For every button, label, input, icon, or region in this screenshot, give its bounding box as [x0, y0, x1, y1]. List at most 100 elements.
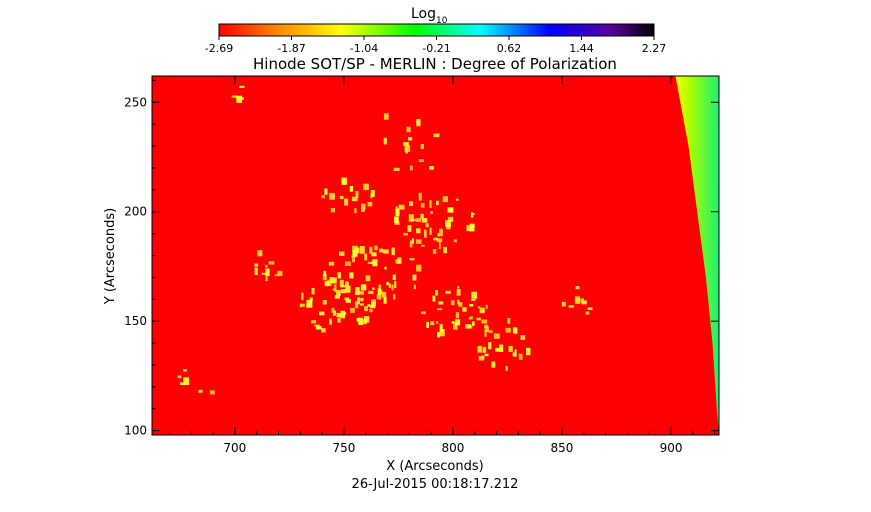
polarization-feature — [306, 299, 313, 308]
polarization-feature — [315, 326, 322, 330]
polarization-feature — [457, 286, 460, 289]
polarization-feature — [367, 261, 373, 264]
polarization-feature — [392, 274, 396, 280]
polarization-feature — [575, 286, 580, 290]
polarization-feature — [330, 208, 335, 213]
polarization-feature — [394, 280, 397, 289]
polarization-feature — [451, 321, 455, 324]
polarization-feature — [300, 303, 305, 307]
polarization-feature — [345, 285, 351, 293]
polarization-feature — [433, 237, 438, 241]
plot-area — [152, 76, 719, 435]
polarization-feature — [482, 346, 487, 353]
polarization-feature — [324, 281, 330, 287]
polarization-feature — [391, 247, 395, 256]
colorbar — [218, 23, 655, 37]
polarization-feature — [447, 207, 454, 213]
polarization-feature — [349, 272, 354, 279]
polarization-feature — [388, 283, 391, 288]
polarization-feature — [446, 223, 451, 230]
polarization-feature — [265, 264, 268, 268]
polarization-feature — [491, 361, 496, 368]
polarization-feature — [327, 279, 332, 286]
polarization-feature — [394, 221, 400, 225]
polarization-feature — [352, 249, 358, 257]
polarization-feature — [472, 213, 475, 215]
polarization-feature — [311, 320, 317, 324]
polarization-feature — [349, 186, 354, 192]
polarization-feature — [481, 355, 485, 360]
polarization-feature — [418, 159, 424, 163]
polarization-feature — [416, 228, 421, 234]
polarization-feature — [367, 201, 373, 207]
polarization-feature — [393, 294, 396, 300]
polarization-feature — [351, 196, 358, 202]
polarization-feature — [425, 223, 429, 228]
polarization-feature — [344, 198, 349, 206]
polarization-feature — [371, 252, 377, 257]
polarization-feature — [329, 192, 335, 200]
polarization-feature — [471, 291, 478, 299]
polarization-feature — [355, 287, 360, 295]
map-background — [152, 76, 719, 435]
polarization-feature — [437, 308, 443, 311]
polarization-feature — [340, 285, 346, 288]
polarization-feature — [268, 261, 275, 265]
polarization-feature — [407, 225, 412, 232]
polarization-feature — [340, 310, 346, 319]
polarization-feature — [420, 203, 425, 208]
polarization-feature — [453, 324, 458, 330]
polarization-feature — [301, 292, 304, 301]
polarization-feature — [395, 206, 398, 214]
polarization-feature — [406, 126, 411, 133]
polarization-feature — [361, 209, 365, 212]
polarization-feature — [341, 179, 346, 185]
polarization-feature — [265, 268, 270, 276]
polarization-feature — [254, 267, 258, 275]
polarization-feature — [469, 316, 473, 320]
polarization-feature — [455, 312, 460, 319]
polarization-feature — [339, 195, 344, 200]
polarization-feature — [352, 245, 358, 252]
polarization-feature — [518, 353, 523, 360]
polarization-feature — [471, 298, 476, 301]
polarization-feature — [364, 306, 368, 312]
x-axis-label: X (Arcseconds) — [386, 459, 483, 474]
colorbar-tick-label: -0.21 — [422, 42, 450, 55]
polarization-feature — [416, 118, 421, 127]
polarization-feature — [360, 303, 364, 306]
y-tick-label: 250 — [124, 95, 147, 109]
polarization-feature — [476, 317, 481, 321]
polarization-feature — [354, 208, 357, 214]
polarization-feature — [378, 284, 382, 289]
polarization-feature — [357, 317, 363, 325]
polarization-feature — [477, 306, 481, 309]
polarization-feature — [505, 327, 511, 333]
polarization-feature — [319, 311, 325, 316]
polarization-feature — [495, 347, 500, 352]
polarization-feature — [239, 85, 245, 88]
polarization-feature — [367, 304, 371, 307]
polarization-feature — [372, 287, 375, 290]
polarization-feature — [374, 245, 378, 251]
polarization-feature — [360, 284, 367, 291]
y-tick-label: 100 — [124, 424, 147, 438]
polarization-feature — [465, 324, 471, 329]
polarization-feature — [183, 377, 190, 385]
polarization-feature — [587, 307, 593, 310]
polarization-feature — [340, 289, 347, 294]
polarization-feature — [311, 287, 315, 295]
polarization-feature — [456, 289, 461, 296]
colorbar-tick-label: 1.44 — [569, 42, 594, 55]
polarization-feature — [436, 200, 439, 206]
polarization-feature — [371, 299, 376, 307]
polarization-feature — [580, 298, 585, 303]
x-tick-label: 850 — [551, 441, 574, 455]
polarization-feature — [361, 203, 366, 210]
polarization-feature — [384, 266, 387, 270]
polarization-feature — [488, 342, 492, 350]
polarization-feature — [457, 299, 460, 305]
polarization-feature — [413, 284, 416, 290]
polarization-feature — [372, 259, 378, 267]
polarization-feature — [408, 214, 414, 222]
